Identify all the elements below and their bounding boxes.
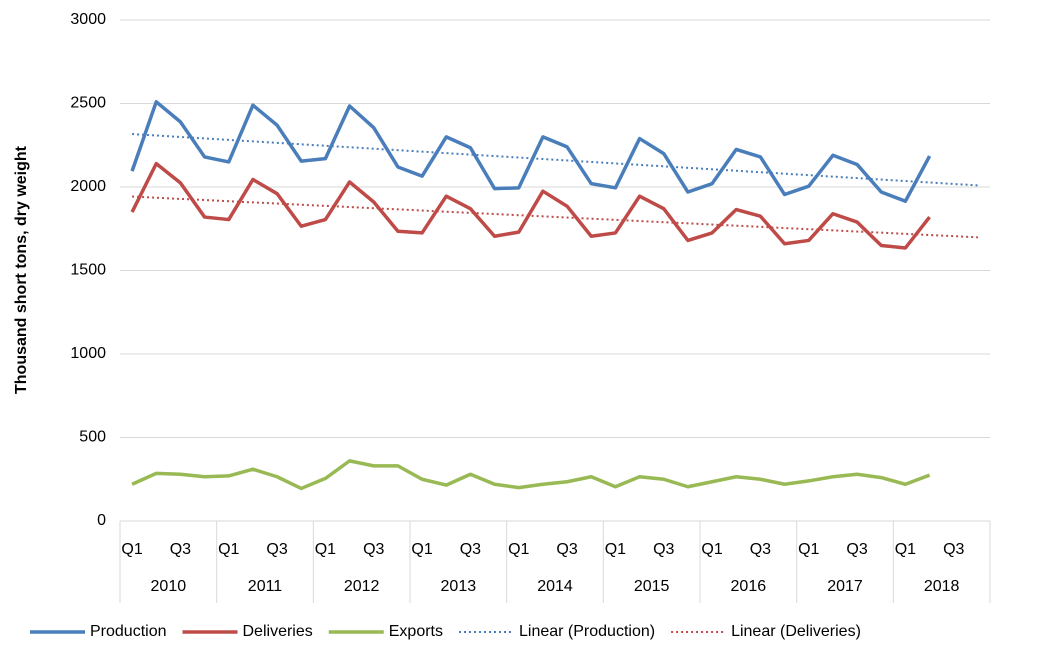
x-tick-label: Q3: [170, 541, 191, 558]
data-line: [131, 459, 931, 491]
x-tick-label: Q1: [315, 541, 336, 558]
x-tick-label: Q3: [556, 541, 577, 558]
x-group-label: 2012: [344, 578, 380, 595]
x-tick-label: Q3: [363, 541, 384, 558]
x-group-label: 2016: [731, 578, 767, 595]
legend-label: Exports: [389, 623, 443, 640]
x-tick-label: Q3: [943, 541, 964, 558]
x-group-label: 2013: [441, 578, 477, 595]
x-group-label: 2017: [827, 578, 863, 595]
y-tick-label: 500: [79, 429, 106, 446]
x-group-label: 2018: [924, 578, 960, 595]
y-tick-label: 2000: [70, 178, 106, 195]
x-tick-label: Q3: [750, 541, 771, 558]
legend-label: Linear (Production): [519, 623, 655, 640]
x-tick-label: Q3: [653, 541, 674, 558]
y-tick-label: 1500: [70, 262, 106, 279]
trend-line: [132, 133, 978, 187]
x-tick-label: Q1: [411, 541, 432, 558]
x-tick-label: Q1: [798, 541, 819, 558]
y-tick-label: 0: [97, 512, 106, 529]
x-tick-label: Q1: [701, 541, 722, 558]
data-line: [130, 161, 931, 250]
x-tick-label: Q1: [605, 541, 626, 558]
x-group-label: 2014: [537, 578, 573, 595]
x-tick-label: Q3: [846, 541, 867, 558]
y-tick-label: 2500: [70, 95, 106, 112]
x-tick-label: Q1: [121, 541, 142, 558]
trend-line: [132, 195, 978, 239]
x-tick-label: Q3: [266, 541, 287, 558]
legend-label: Production: [90, 623, 167, 640]
y-tick-label: 1000: [70, 345, 106, 362]
x-tick-label: Q1: [508, 541, 529, 558]
x-group-label: 2011: [248, 578, 283, 595]
y-axis-label: Thousand short tons, dry weight: [13, 145, 30, 394]
x-tick-label: Q3: [460, 541, 481, 558]
x-tick-label: Q1: [895, 541, 916, 558]
y-tick-label: 3000: [70, 11, 106, 28]
data-line: [130, 100, 932, 203]
x-group-label: 2010: [151, 578, 187, 595]
legend-label: Deliveries: [243, 623, 313, 640]
legend-label: Linear (Deliveries): [731, 623, 861, 640]
x-group-label: 2015: [634, 578, 670, 595]
x-tick-label: Q1: [218, 541, 239, 558]
